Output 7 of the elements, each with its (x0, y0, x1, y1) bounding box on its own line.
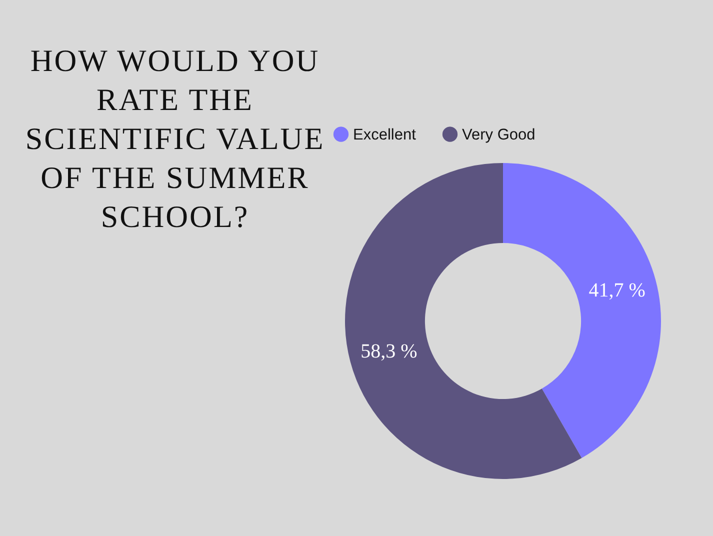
donut-slice (345, 163, 582, 479)
chart-title: HOW WOULD YOU RATE THE SCIENTIFIC VALUE OF THE SUMMER SCHOOL? (24, 42, 326, 236)
legend-label: Excellent (353, 126, 417, 144)
data-label: 58,3 % (360, 340, 418, 362)
donut-slice (503, 163, 661, 458)
legend-label: Very Good (462, 126, 536, 144)
data-label: 41,7 % (588, 280, 646, 302)
